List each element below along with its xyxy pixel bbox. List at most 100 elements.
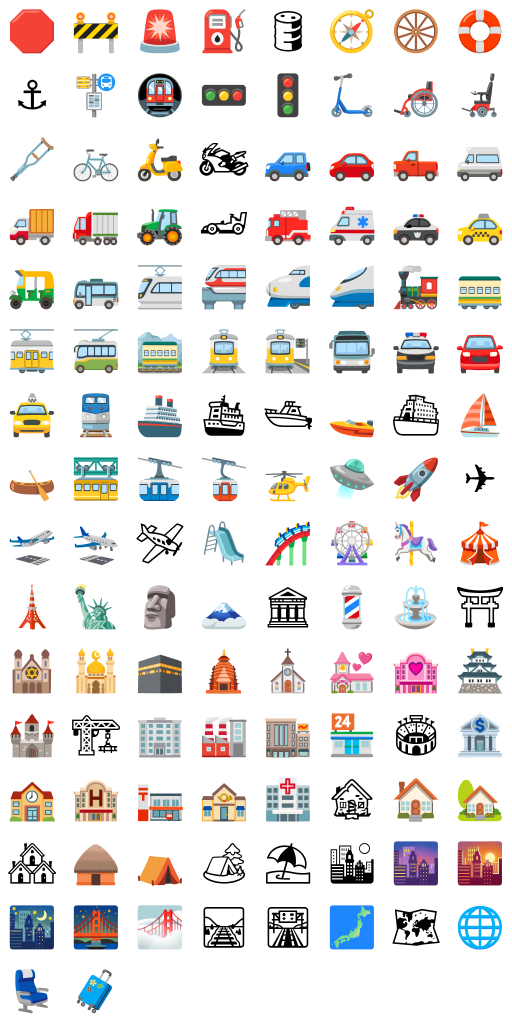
playground-slide-icon: 🛝 [199, 521, 249, 567]
airplane-arrival-icon: 🛬 [71, 521, 121, 567]
factory-icon: 🏭 [199, 713, 249, 759]
vertical-traffic-light-icon: 🚦 [263, 73, 313, 119]
police-light-icon: 🚨 [135, 9, 185, 55]
motorized-wheelchair-icon: 🦼 [455, 73, 505, 119]
wheel-icon: 🛞 [391, 9, 441, 55]
construction-barrier-icon: 🚧 [71, 9, 121, 55]
building-construction-icon: 🏗 [70, 713, 122, 759]
world-map-icon: 🗺 [390, 905, 442, 951]
tokyo-tower-icon: 🗼 [7, 585, 57, 631]
racing-car-icon: 🏎 [198, 201, 250, 247]
circus-tent-icon: 🎪 [455, 521, 505, 567]
tent-icon: ⛺ [135, 841, 185, 887]
derelict-house-icon: 🏚 [326, 777, 378, 823]
love-hotel-icon: 🏩 [391, 649, 441, 695]
metro-icon: 🚇 [135, 73, 185, 119]
oncoming-automobile-icon: 🚘 [455, 329, 505, 375]
trolleybus-icon: 🚎 [71, 329, 121, 375]
manual-wheelchair-icon: 🦽 [391, 73, 441, 119]
japanese-castle-icon: 🏯 [455, 649, 505, 695]
stadium-icon: 🏟 [390, 713, 442, 759]
convenience-store-icon: 🏪 [327, 713, 377, 759]
minibus-icon: 🚐 [455, 137, 505, 183]
motorway-icon: 🛣 [262, 905, 314, 951]
department-store-icon: 🏬 [263, 713, 313, 759]
school-icon: 🏫 [7, 777, 57, 823]
church-icon: ⛪ [263, 649, 313, 695]
bank-icon: 🏦 [455, 713, 505, 759]
motor-boat-icon: 🛥 [262, 393, 314, 439]
locomotive-icon: 🚂 [391, 265, 441, 311]
compass-icon: 🧭 [327, 9, 377, 55]
oncoming-taxi-icon: 🚖 [7, 393, 57, 439]
ship-icon: 🚢 [135, 393, 185, 439]
hindu-temple-icon: 🛕 [199, 649, 249, 695]
station-icon: 🚉 [263, 329, 313, 375]
stop-sign-icon: 🛑 [7, 9, 57, 55]
ferris-wheel-icon: 🎡 [327, 521, 377, 567]
light-rail-icon: 🚈 [135, 265, 185, 311]
seat-icon: 💺 [7, 969, 57, 1015]
tram-icon: 🚊 [199, 329, 249, 375]
high-speed-train-icon: 🚄 [327, 265, 377, 311]
train-icon: 🚆 [71, 393, 121, 439]
rocket-icon: 🚀 [391, 457, 441, 503]
motorcycle-icon: 🏍 [198, 137, 250, 183]
roller-coaster-icon: 🎢 [263, 521, 313, 567]
ambulance-icon: 🚑 [327, 201, 377, 247]
mosque-icon: 🕌 [71, 649, 121, 695]
oncoming-police-car-icon: 🚔 [391, 329, 441, 375]
camping-icon: 🏕 [198, 841, 250, 887]
suspension-railway-icon: 🚟 [71, 457, 121, 503]
railway-track-icon: 🛤 [198, 905, 250, 951]
carousel-horse-icon: 🎠 [391, 521, 441, 567]
mount-fuji-icon: 🗻 [199, 585, 249, 631]
police-car-icon: 🚓 [391, 201, 441, 247]
hospital-icon: 🏥 [263, 777, 313, 823]
kaaba-icon: 🕋 [135, 649, 185, 695]
classical-building-icon: 🏛 [262, 585, 314, 631]
bridge-at-night-icon: 🌉 [71, 905, 121, 951]
japanese-post-office-icon: 🏣 [135, 777, 185, 823]
moai-icon: 🗿 [135, 585, 185, 631]
helicopter-icon: 🚁 [263, 457, 313, 503]
airplane-departure-icon: 🛫 [7, 521, 57, 567]
bus-stop-icon: 🚏 [71, 73, 121, 119]
foggy-icon: 🌁 [135, 905, 185, 951]
globe-with-meridians-icon: 🌐 [455, 905, 505, 951]
post-office-icon: 🏤 [199, 777, 249, 823]
suv-icon: 🚙 [263, 137, 313, 183]
barber-pole-icon: 💈 [327, 585, 377, 631]
flying-saucer-icon: 🛸 [327, 457, 377, 503]
cityscape-at-dusk-icon: 🌆 [391, 841, 441, 887]
fountain-icon: ⛲ [391, 585, 441, 631]
hotel-icon: 🏨 [71, 777, 121, 823]
oil-drum-icon: 🛢 [262, 9, 314, 55]
canoe-icon: 🛶 [7, 457, 57, 503]
passenger-ship-icon: 🛳 [198, 393, 250, 439]
pickup-truck-icon: 🛻 [391, 137, 441, 183]
auto-rickshaw-icon: 🛺 [7, 265, 57, 311]
office-building-icon: 🏢 [135, 713, 185, 759]
sailboat-icon: ⛵ [455, 393, 505, 439]
luggage-icon: 🧳 [71, 969, 121, 1015]
fuel-pump-icon: ⛽ [199, 9, 249, 55]
houses-icon: 🏘 [6, 841, 58, 887]
synagogue-icon: 🕍 [7, 649, 57, 695]
motor-scooter-icon: 🛵 [135, 137, 185, 183]
small-airplane-icon: 🛩 [134, 521, 186, 567]
wedding-chapel-icon: 💒 [327, 649, 377, 695]
tram-car-icon: 🚋 [7, 329, 57, 375]
house-icon: 🏠 [391, 777, 441, 823]
beach-umbrella-icon: ⛱ [262, 841, 314, 887]
map-of-japan-icon: 🗾 [327, 905, 377, 951]
articulated-lorry-icon: 🚛 [71, 201, 121, 247]
aerial-tramway-icon: 🚡 [199, 457, 249, 503]
ring-buoy-icon: 🛟 [455, 9, 505, 55]
delivery-truck-icon: 🚚 [7, 201, 57, 247]
cityscape-icon: 🏙 [326, 841, 378, 887]
car-icon: 🚗 [327, 137, 377, 183]
crutch-icon: 🩼 [7, 137, 57, 183]
house-with-garden-icon: 🏡 [455, 777, 505, 823]
